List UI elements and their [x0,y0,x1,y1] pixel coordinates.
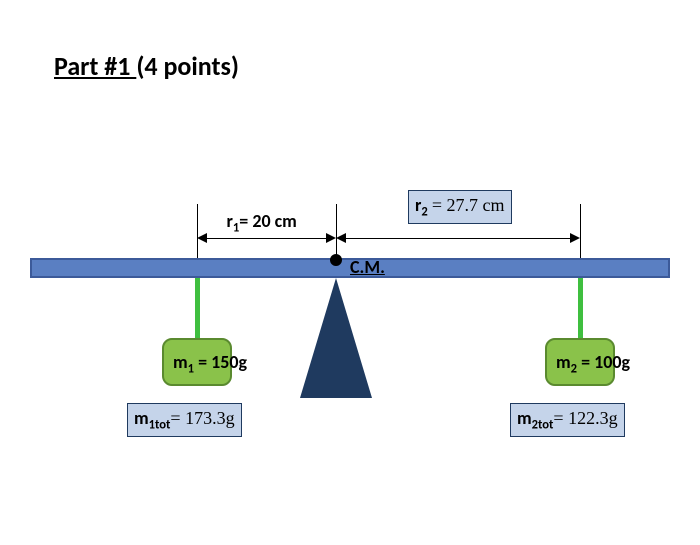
fulcrum [300,278,372,398]
r1-tick-left [197,204,198,258]
r2-line [344,238,572,239]
cm-label: C.M. [350,256,385,278]
mass-right-label: m2 = 100g [556,351,630,377]
r2-arrow-right [570,233,580,243]
diagram-canvas: C.M. m1 = 150g m2 = 100g m1tot= 173.3g m… [0,0,700,545]
r2-box: r2 = 27.7 cm [408,190,512,224]
r2-tick-left [336,204,337,258]
m1tot-box: m1tot= 173.3g [127,403,242,437]
r1-label: r1= 20 cm [227,210,297,236]
mass-left-label: m1 = 150g [173,351,247,377]
m2tot-box: m2tot= 122.3g [510,403,625,437]
hanger-left [195,278,200,343]
r2-tick-right [580,204,581,258]
r1-arrow-left [197,233,207,243]
r1-arrow-right [326,233,336,243]
r2-arrow-left [336,233,346,243]
r1-line [205,238,328,239]
hanger-right [578,278,583,343]
